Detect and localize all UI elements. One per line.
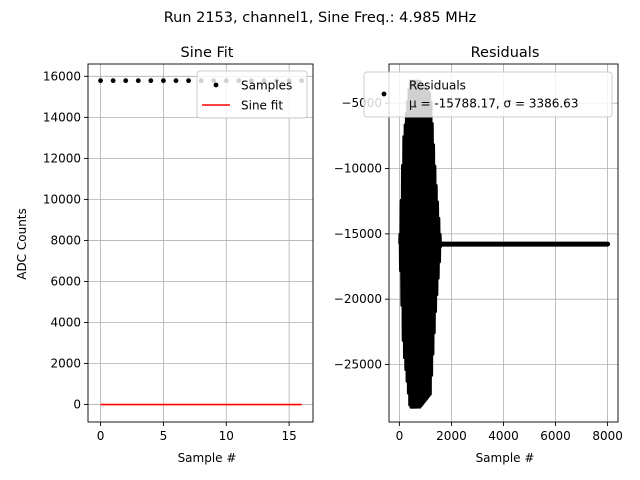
sine-fit-sample-point (110, 78, 116, 84)
sine-fit-ytick-label: 2000 (50, 357, 81, 371)
residuals-legend-label: Residuals (409, 79, 466, 93)
residuals-xtick-label: 6000 (540, 429, 571, 443)
sine-fit-ytick-label: 12000 (43, 151, 81, 165)
sine-fit-legend: Samples Sine fit (196, 70, 308, 119)
sine-fit-ytick-label: 16000 (43, 69, 81, 83)
residuals-legend-marker (381, 91, 387, 97)
residuals-xtick-label: 8000 (592, 429, 623, 443)
residuals-title: Residuals (471, 45, 540, 61)
sine-fit-sample-point (161, 78, 166, 84)
residuals-xlabel: Sample # (476, 451, 535, 465)
residuals-legend-box (363, 71, 613, 118)
sine-fit-ytick-label: 8000 (50, 233, 81, 247)
figure-suptitle: Run 2153, channel1, Sine Freq.: 4.985 MH… (164, 10, 477, 26)
sine-fit-xtick-label: 0 (97, 429, 105, 443)
sine-fit-ytick-label: 10000 (43, 192, 81, 206)
sine-fit-chart: Sine Fit Sample # ADC Counts 0 5 10 15 0 2000… (15, 45, 314, 465)
sine-fit-sample-point (148, 78, 154, 84)
sine-fit-xtick-label: 5 (160, 429, 168, 443)
sine-fit-ytick-label: 0 (73, 398, 81, 412)
sine-fit-ytick-label: 14000 (43, 110, 81, 124)
residuals-ytick-label: −20000 (334, 292, 382, 306)
sine-fit-title: Sine Fit (181, 45, 234, 61)
residuals-xtick-label: 2000 (436, 429, 467, 443)
sine-fit-ylabel: ADC Counts (15, 208, 29, 280)
sine-fit-sample-point (173, 78, 179, 84)
sine-fit-legend-box (196, 70, 308, 119)
residuals-xtick-label: 4000 (488, 429, 519, 443)
residuals-ytick-label: −25000 (334, 358, 382, 372)
sine-fit-axes: 0 5 10 15 0 2000 4000 6000 8000 10000 12000 14000 16… (43, 63, 314, 443)
residuals-ytick-label: −10000 (334, 162, 382, 176)
sine-fit-sample-point (186, 78, 191, 84)
sine-fit-sample-point (98, 78, 103, 84)
sine-fit-legend-marker (213, 82, 219, 88)
sine-fit-sample-point (135, 78, 141, 84)
sine-fit-frame (87, 63, 314, 423)
sine-fit-xlabel: Sample # (178, 451, 237, 465)
residuals-legend-label: μ = -15788.17, σ = 3386.63 (409, 97, 578, 111)
residuals-ytick-label: −15000 (334, 227, 382, 241)
sine-fit-xtick-label: 15 (281, 429, 296, 443)
sine-fit-ytick-label: 4000 (50, 315, 81, 329)
residuals-chart: Residuals Sample # 0 2000 4000 6000 8000−500… (334, 45, 623, 465)
sine-fit-xtick-label: 10 (219, 429, 234, 443)
residuals-xtick-label: 0 (396, 429, 404, 443)
residuals-legend: Residuals μ = -15788.17, σ = 3386.63 (363, 71, 613, 118)
sine-fit-legend-label: Samples (241, 79, 292, 93)
residuals-residual-burst (398, 79, 443, 409)
sine-fit-sample-point (123, 78, 129, 84)
sine-fit-ytick-label: 6000 (50, 274, 81, 288)
residuals-axes: 0 2000 4000 6000 8000−5000−10000−15000−20000… (334, 63, 623, 443)
sine-fit-legend-label: Sine fit (241, 99, 283, 113)
